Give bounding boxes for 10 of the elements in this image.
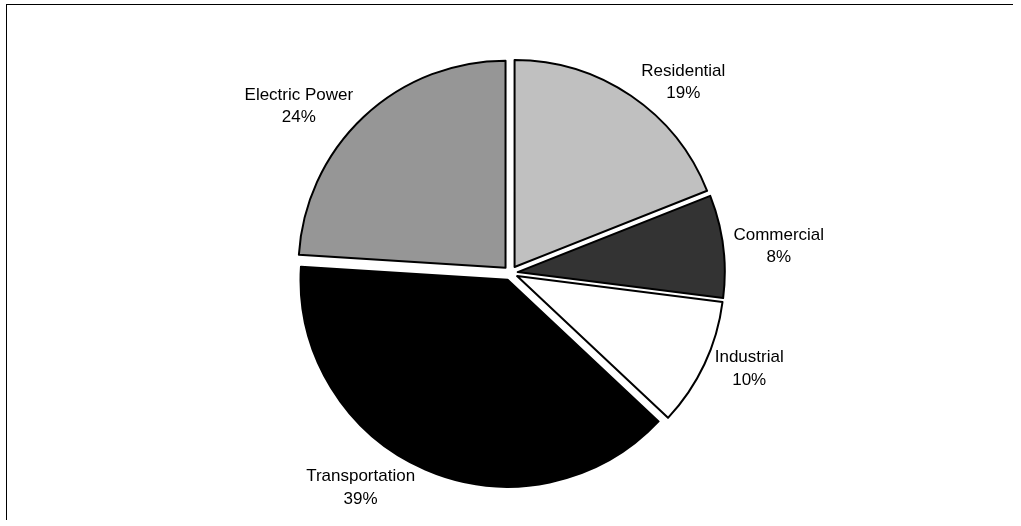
data-label: 10% bbox=[732, 369, 767, 389]
data-label: 39% bbox=[343, 488, 378, 508]
slice-label: Industrial bbox=[714, 347, 784, 367]
data-label: 24% bbox=[281, 107, 316, 127]
data-label: 8% bbox=[766, 247, 792, 267]
data-label: 19% bbox=[666, 83, 701, 103]
slice-label: Residential bbox=[641, 61, 726, 81]
slice-label: Electric Power bbox=[244, 85, 354, 105]
slice-label: Transportation bbox=[306, 466, 416, 486]
slice-label: Commercial bbox=[733, 225, 825, 245]
